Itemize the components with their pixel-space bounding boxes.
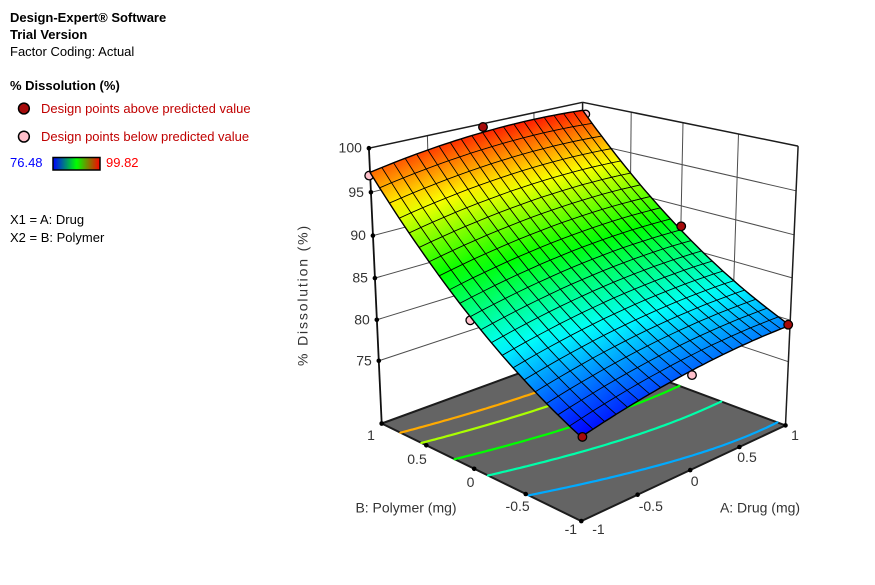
svg-text:% Dissolution (%): % Dissolution (%): [295, 224, 311, 366]
svg-text:1: 1: [791, 427, 799, 443]
svg-text:100: 100: [339, 140, 363, 156]
svg-text:-1: -1: [592, 521, 605, 537]
svg-text:75: 75: [356, 352, 372, 368]
svg-text:0: 0: [691, 473, 699, 489]
svg-text:0.5: 0.5: [407, 451, 427, 467]
svg-text:-1: -1: [565, 521, 578, 537]
svg-text:80: 80: [354, 311, 370, 327]
svg-text:0.5: 0.5: [737, 449, 757, 465]
svg-text:A: Drug (mg): A: Drug (mg): [720, 500, 800, 516]
svg-text:90: 90: [350, 227, 366, 243]
svg-text:-0.5: -0.5: [639, 498, 663, 514]
svg-text:1: 1: [367, 427, 375, 443]
svg-text:-0.5: -0.5: [506, 498, 530, 514]
svg-text:B: Polymer (mg): B: Polymer (mg): [355, 500, 456, 516]
svg-text:85: 85: [352, 270, 368, 286]
svg-text:95: 95: [348, 184, 364, 200]
svg-text:0: 0: [467, 474, 475, 490]
